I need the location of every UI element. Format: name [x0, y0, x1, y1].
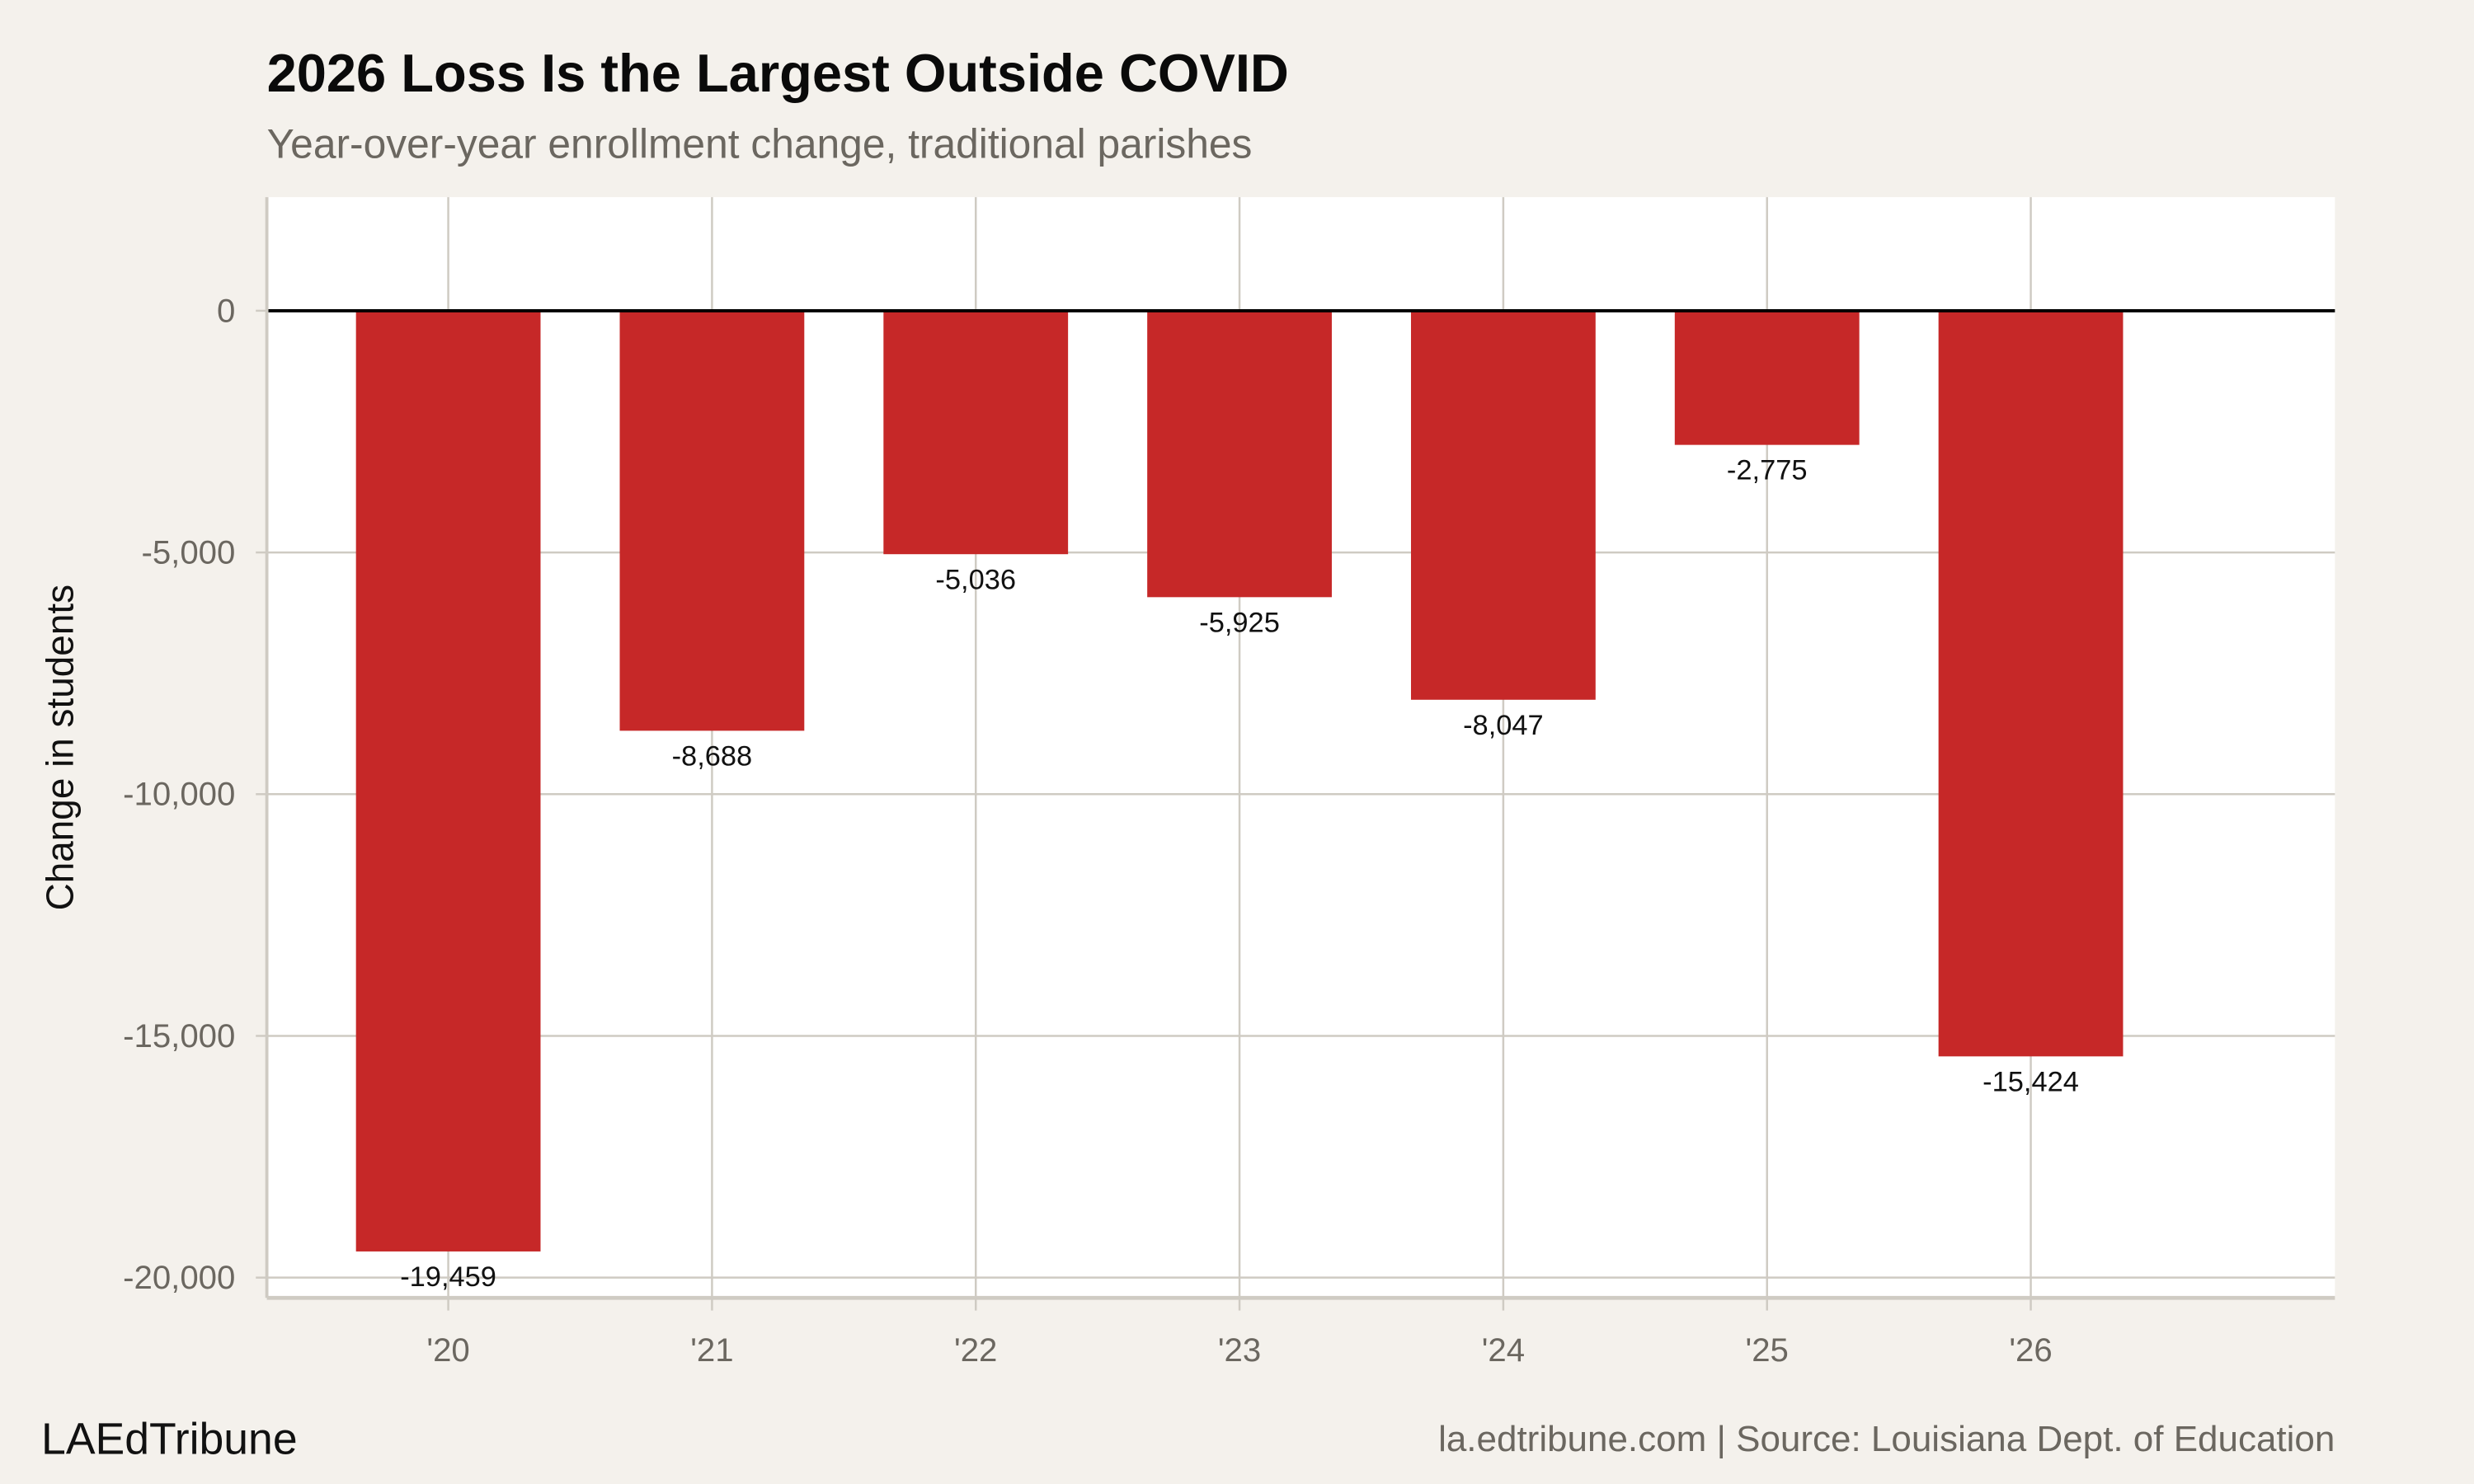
data-label: -15,424	[1982, 1066, 2079, 1097]
y-tick-label: -5,000	[141, 533, 235, 571]
y-tick-label: 0	[217, 292, 235, 329]
data-labels: -19,459 -8,688 -5,036 -5,925 -8,047 -2,775 -15…	[400, 455, 2079, 1293]
y-tick-label: -15,000	[123, 1017, 235, 1054]
axes: 0 -5,000 -10,000 -15,000 -20,000 '20 '21 '22 '23…	[123, 197, 2335, 1369]
logo-text: LAEdTribune	[41, 1416, 298, 1464]
x-tick-label: '25	[1746, 1331, 1789, 1369]
x-tick-label: '26	[2009, 1331, 2052, 1369]
data-label: -5,925	[1199, 607, 1280, 638]
bars	[355, 310, 2124, 1252]
bar-25	[1674, 310, 1860, 445]
data-label: -8,047	[1463, 710, 1544, 741]
chart-title: 2026 Loss Is the Largest Outside COVID	[267, 43, 1289, 103]
data-label: -5,036	[935, 564, 1016, 595]
x-tick-label: '20	[426, 1331, 469, 1369]
bar-22	[883, 310, 1069, 555]
bar-20	[355, 310, 541, 1252]
chart-subtitle: Year-over-year enrollment change, tradit…	[267, 120, 1253, 167]
bar-23	[1147, 310, 1332, 598]
y-tick-label: -20,000	[123, 1259, 235, 1296]
data-label: -19,459	[400, 1261, 496, 1293]
bar-24	[1410, 310, 1596, 700]
bar-21	[619, 310, 805, 731]
data-label: -2,775	[1727, 455, 1808, 486]
x-tick-label: '22	[954, 1331, 997, 1369]
source-note: la.edtribune.com | Source: Louisiana Dep…	[1438, 1419, 2335, 1459]
y-tick-label: -10,000	[123, 776, 235, 813]
data-label: -8,688	[672, 740, 753, 772]
x-tick-label: '24	[1482, 1331, 1525, 1369]
bar-26	[1938, 310, 2124, 1057]
y-axis-label: Change in students	[38, 585, 81, 910]
x-tick-label: '23	[1218, 1331, 1261, 1369]
x-tick-label: '21	[690, 1331, 733, 1369]
